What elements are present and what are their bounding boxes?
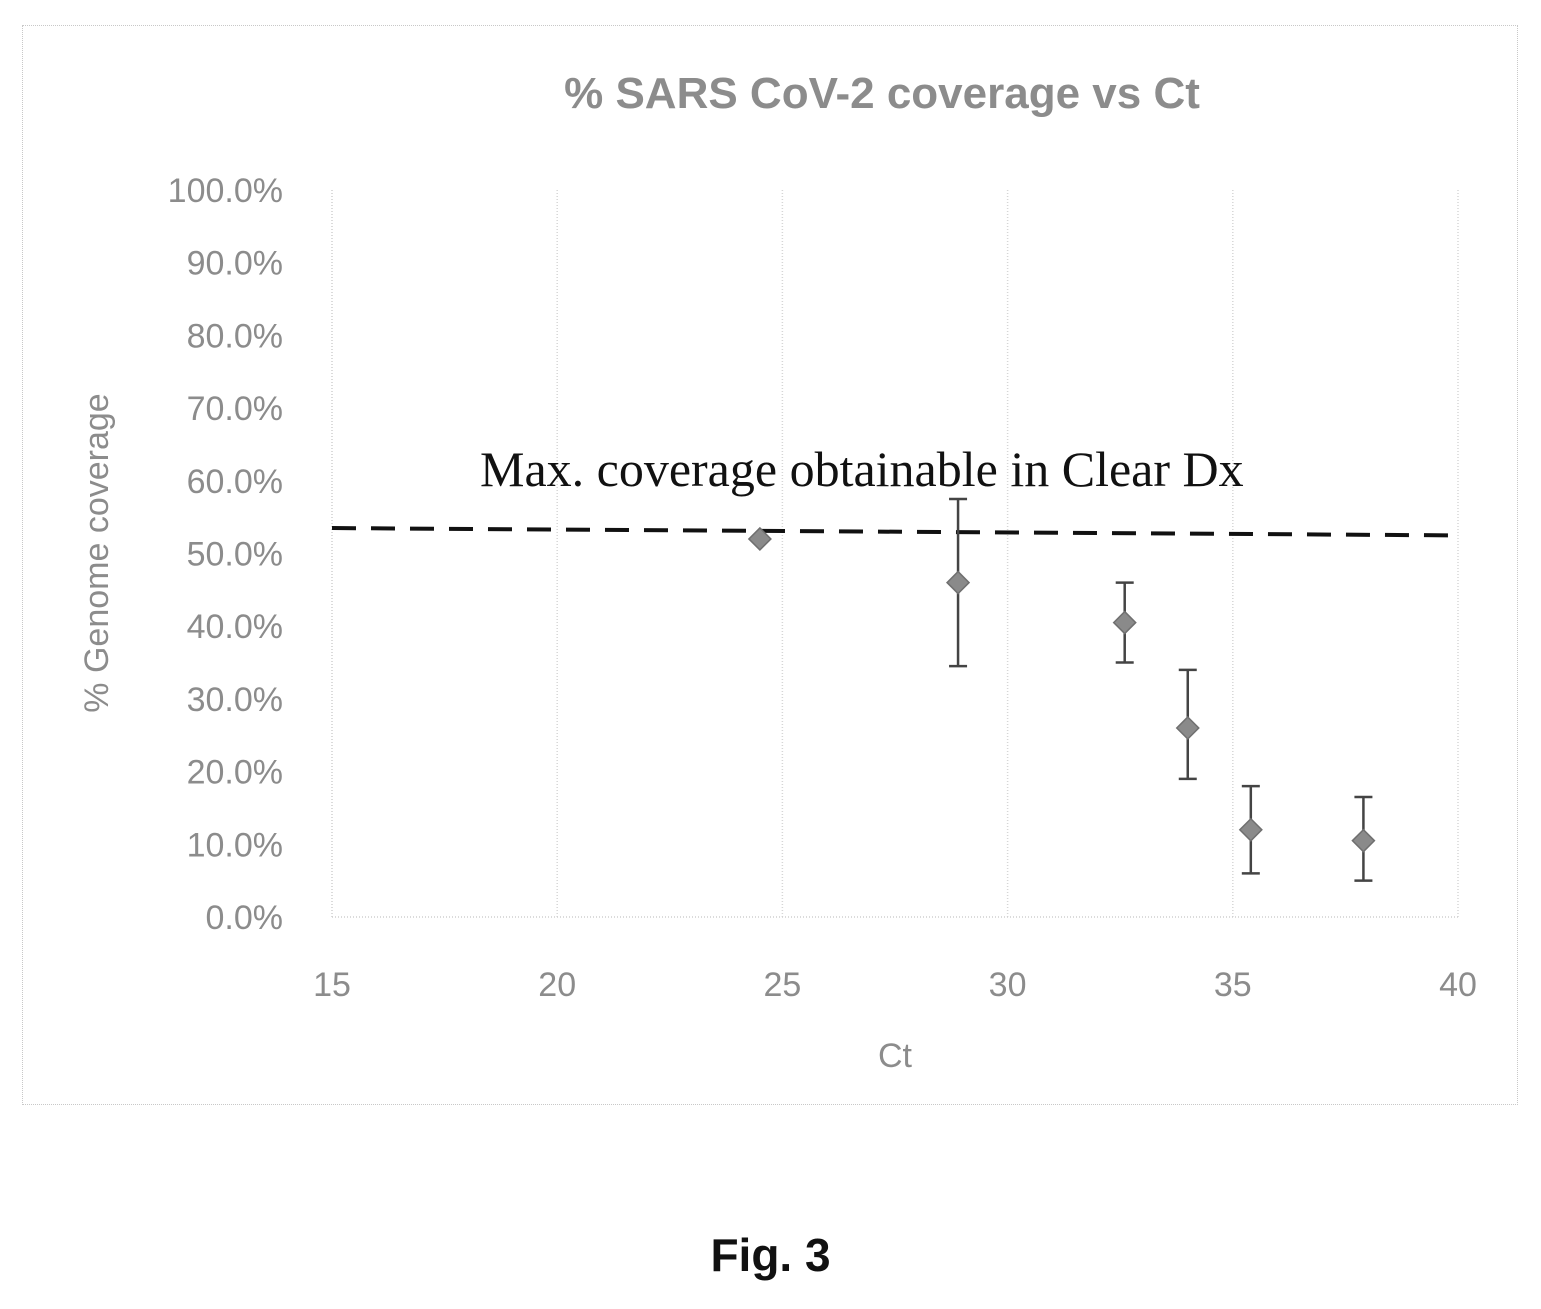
reference-line-label: Max. coverage obtainable in Clear Dx	[480, 441, 1244, 497]
x-tick-label: 35	[1214, 966, 1252, 1004]
x-tick-label: 40	[1439, 966, 1477, 1004]
data-point	[1238, 817, 1263, 842]
data-point	[747, 526, 772, 552]
y-tick-label: 40.0%	[187, 608, 283, 646]
y-tick-label: 70.0%	[187, 390, 283, 428]
x-axis-label: Ct	[878, 1037, 913, 1075]
data-point	[945, 570, 971, 595]
reference-line-group	[331, 526, 1449, 538]
y-tick-label: 80.0%	[187, 317, 283, 355]
data-point	[1351, 828, 1376, 853]
y-tick-label: 10.0%	[187, 826, 283, 864]
y-tick-label: 0.0%	[206, 899, 284, 937]
y-tick-label: 60.0%	[187, 463, 283, 501]
data-point	[1112, 610, 1137, 635]
gridlines	[556, 190, 1459, 917]
x-tick-label: 30	[989, 966, 1027, 1004]
reference-line	[331, 526, 1449, 538]
y-tick-label: 50.0%	[187, 536, 283, 574]
data-point	[1175, 715, 1200, 741]
y-tick-label: 20.0%	[187, 754, 283, 792]
x-tick-labels: 15 20 25 30 35 40	[313, 966, 1477, 1004]
y-tick-label: 90.0%	[187, 245, 283, 283]
chart-frame	[22, 25, 1518, 1105]
data-points	[747, 526, 1376, 853]
x-tick-label: 15	[313, 966, 351, 1004]
y-tick-label: 30.0%	[187, 681, 283, 719]
x-tick-label: 25	[763, 966, 801, 1004]
y-axis-label: % Genome coverage	[78, 393, 116, 712]
y-tick-label: 100.0%	[168, 172, 283, 210]
x-tick-label: 20	[538, 966, 576, 1004]
axes	[331, 190, 1458, 918]
y-tick-labels: 0.0% 10.0% 20.0% 30.0% 40.0% 50.0% 60.0% 70.0% 8…	[168, 172, 283, 937]
error-bars	[949, 497, 1373, 882]
figure-caption: Fig. 3	[710, 1229, 831, 1281]
chart-title: % SARS CoV-2 coverage vs Ct	[564, 69, 1200, 118]
scatter-chart: % SARS CoV-2 coverage vs Ct 0.0% 10.0% 20.…	[78, 69, 1477, 1075]
